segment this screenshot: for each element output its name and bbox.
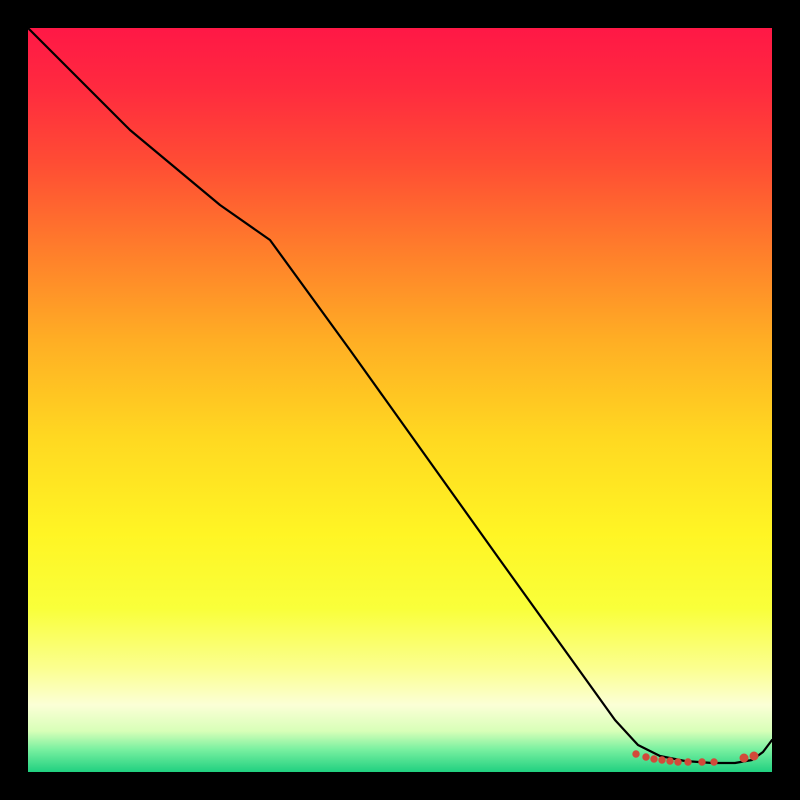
chart-svg	[0, 0, 800, 800]
chart-marker	[643, 754, 649, 760]
chart-marker	[675, 759, 681, 765]
chart-marker	[711, 759, 717, 765]
chart-marker	[740, 754, 748, 762]
chart-marker	[659, 757, 665, 763]
chart-marker	[699, 759, 705, 765]
chart-marker	[667, 758, 673, 764]
chart-marker	[651, 756, 657, 762]
chart-marker	[633, 751, 639, 757]
chart-container: TheBottleneck.com	[0, 0, 800, 800]
chart-marker	[685, 759, 691, 765]
chart-plot-area	[28, 28, 772, 772]
chart-marker	[750, 752, 758, 760]
